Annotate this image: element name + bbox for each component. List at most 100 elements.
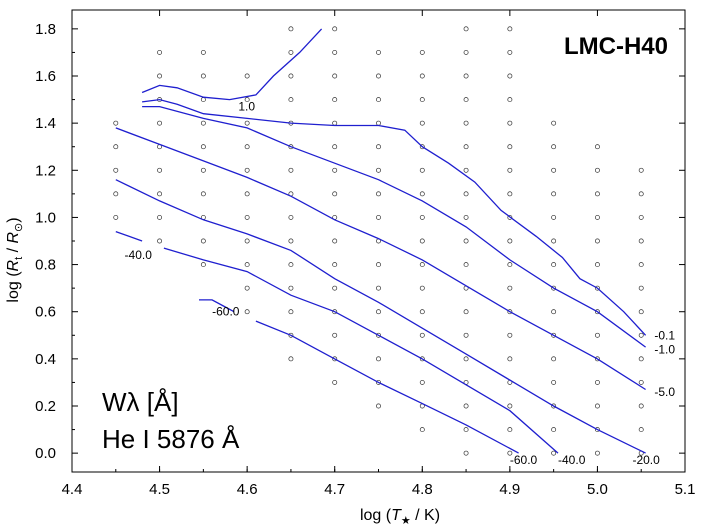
grid-point xyxy=(594,238,600,244)
grid-point xyxy=(244,214,250,220)
grid-point xyxy=(332,144,338,150)
grid-point xyxy=(507,427,513,433)
grid-point xyxy=(376,97,381,103)
contour-line--60.0 xyxy=(199,299,235,313)
grid-point xyxy=(419,97,425,103)
grid-point xyxy=(551,309,557,315)
grid-point xyxy=(244,97,250,103)
grid-point xyxy=(157,73,163,79)
contour-label: -60.0 xyxy=(212,305,240,319)
grid-point xyxy=(419,49,425,55)
grid-point xyxy=(638,356,644,362)
grid-point xyxy=(507,73,513,79)
grid-point xyxy=(288,262,294,268)
annotation-line-2: He I 5876 Å xyxy=(102,424,240,454)
grid-point xyxy=(463,120,469,126)
contour-label: -40.0 xyxy=(558,453,586,467)
grid-point xyxy=(507,238,513,244)
grid-point xyxy=(113,120,119,126)
grid-point xyxy=(376,262,381,268)
grid-point xyxy=(463,214,469,220)
grid-point xyxy=(507,285,513,291)
grid-point xyxy=(200,73,206,79)
grid-point xyxy=(288,285,294,291)
grid-point xyxy=(594,403,600,409)
grid-point xyxy=(332,97,338,103)
grid-point xyxy=(507,403,513,409)
y-tick-label: 1.6 xyxy=(35,68,56,85)
grid-point xyxy=(594,144,600,150)
grid-point xyxy=(288,309,294,315)
grid-point xyxy=(200,167,206,173)
grid-point xyxy=(638,191,644,197)
x-tick-label: 5.1 xyxy=(675,481,696,498)
grid-point xyxy=(376,73,381,79)
grid-point xyxy=(551,379,557,385)
contour-label: 1.0 xyxy=(238,100,255,114)
grid-point xyxy=(113,167,119,173)
chart-title: LMC-H40 xyxy=(564,33,668,60)
grid-point xyxy=(244,167,250,173)
grid-point xyxy=(419,120,425,126)
grid-point xyxy=(463,191,469,197)
grid-point xyxy=(594,356,600,362)
contour-label: -40.0 xyxy=(125,248,153,262)
grid-point xyxy=(551,191,557,197)
grid-point xyxy=(288,26,294,32)
grid-point xyxy=(288,356,294,362)
x-tick-label: 4.5 xyxy=(149,481,170,498)
contour-labels: 1.0 -0.1-1.0 -5.0 -20.0 -40.0 -60.0 -60.0 -40.0 xyxy=(125,100,676,468)
grid-point xyxy=(463,97,469,103)
grid-point xyxy=(376,144,381,150)
grid-point xyxy=(288,214,294,220)
y-tick-label: 1.0 xyxy=(35,209,56,226)
grid-point xyxy=(594,285,600,291)
grid-point xyxy=(288,167,294,173)
grid-point xyxy=(463,73,469,79)
grid-point xyxy=(507,26,513,32)
grid-point xyxy=(551,332,557,338)
x-tick-label: 4.6 xyxy=(237,481,258,498)
grid-point xyxy=(244,191,250,197)
grid-point xyxy=(332,356,338,362)
grid-point xyxy=(594,379,600,385)
y-tick-label: 0.8 xyxy=(35,257,56,274)
grid-point xyxy=(200,49,206,55)
grid-point xyxy=(463,403,469,409)
grid-point xyxy=(200,120,206,126)
contour-lines xyxy=(115,28,647,454)
grid-point xyxy=(463,144,469,150)
grid-point xyxy=(551,144,557,150)
grid-point xyxy=(463,332,469,338)
x-tick-label: 4.4 xyxy=(62,481,83,498)
grid-point xyxy=(376,356,381,362)
grid-point xyxy=(113,214,119,220)
grid-point xyxy=(551,285,557,291)
grid-point xyxy=(551,120,557,126)
grid-point xyxy=(551,167,557,173)
grid-point xyxy=(594,262,600,268)
grid-point xyxy=(507,214,513,220)
contour-line--5.0 xyxy=(115,127,646,391)
grid-point xyxy=(332,309,338,315)
x-axis-label: log (T★ / K) xyxy=(360,507,440,526)
grid-point xyxy=(157,167,163,173)
annotation-line-1: Wλ [Å] xyxy=(102,387,179,417)
grid-point xyxy=(244,73,250,79)
grid-point xyxy=(463,309,469,315)
y-axis: 0.0 0.2 0.4 0.6 0.8 1.0 1.2 1.4 1.6 1.8 xyxy=(35,21,685,462)
y-axis-label: log (Rt / R⊙) xyxy=(5,217,25,302)
grid-point xyxy=(594,450,600,456)
grid-point xyxy=(507,97,513,103)
grid-point xyxy=(376,403,381,409)
grid-point xyxy=(638,167,644,173)
grid-point xyxy=(419,191,425,197)
grid-point xyxy=(638,214,644,220)
contour-label: -60.0 xyxy=(510,453,538,467)
x-tick-label: 4.8 xyxy=(412,481,433,498)
contour-line--60.0 xyxy=(255,320,519,454)
grid-point xyxy=(419,379,425,385)
contour-line--40.0 xyxy=(115,230,143,242)
grid-point xyxy=(419,309,425,315)
